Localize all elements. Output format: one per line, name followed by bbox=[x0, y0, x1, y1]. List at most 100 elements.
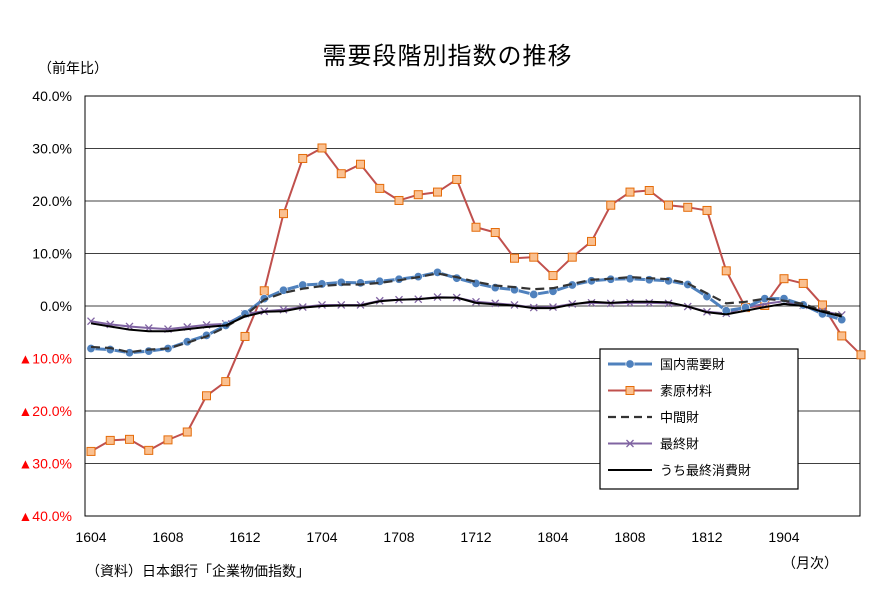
data-point bbox=[278, 285, 288, 295]
data-point bbox=[86, 446, 96, 456]
data-point bbox=[837, 315, 847, 325]
legend-label: うち最終消費財 bbox=[660, 463, 751, 479]
data-point bbox=[664, 299, 673, 308]
data-point bbox=[683, 202, 693, 212]
y-tick-label: 40.0% bbox=[32, 88, 72, 104]
data-point bbox=[625, 274, 635, 284]
data-point bbox=[336, 169, 346, 179]
data-point bbox=[645, 298, 654, 307]
data-point bbox=[587, 236, 596, 246]
legend-label: 国内需要財 bbox=[660, 357, 725, 373]
x-tick-label: 1704 bbox=[306, 529, 337, 545]
legend-label: 中間財 bbox=[660, 411, 699, 426]
x-unit-label: （月次） bbox=[782, 556, 838, 572]
series-4 bbox=[90, 296, 842, 333]
data-point bbox=[491, 299, 500, 308]
x-tick-label: 1612 bbox=[229, 529, 260, 545]
y-tick-label: ▲30.0% bbox=[18, 456, 72, 472]
legend-marker bbox=[625, 359, 635, 369]
x-tick-label: 1608 bbox=[152, 529, 183, 545]
data-point bbox=[549, 303, 557, 312]
x-tick-label: 1708 bbox=[383, 529, 414, 545]
data-point bbox=[606, 200, 616, 210]
data-point bbox=[356, 159, 365, 169]
data-point bbox=[625, 187, 635, 197]
data-point bbox=[163, 435, 173, 445]
data-point bbox=[548, 271, 558, 281]
data-point bbox=[433, 187, 442, 197]
data-point bbox=[432, 267, 442, 277]
data-point bbox=[702, 205, 712, 215]
y-tick-label: 10.0% bbox=[32, 246, 72, 262]
data-point bbox=[452, 174, 462, 184]
data-point bbox=[298, 153, 308, 163]
x-axis: 1604 1608 1612 1704 1708 1712 1804 1808 1812 1904 bbox=[75, 529, 799, 545]
data-point bbox=[144, 346, 154, 356]
y-tick-label: ▲10.0% bbox=[18, 351, 72, 367]
data-point bbox=[125, 348, 135, 358]
data-point bbox=[529, 252, 539, 262]
chart-title: 需要段階別指数の推移 bbox=[322, 42, 573, 70]
data-point bbox=[221, 377, 231, 387]
data-point bbox=[182, 427, 192, 437]
data-point bbox=[318, 300, 326, 309]
x-tick-label: 1904 bbox=[768, 529, 799, 545]
data-point bbox=[375, 183, 385, 193]
data-point bbox=[644, 186, 654, 195]
y-unit-label: （前年比） bbox=[38, 61, 108, 77]
y-tick-label: ▲20.0% bbox=[18, 403, 72, 419]
y-tick-label: 20.0% bbox=[32, 193, 72, 209]
x-tick-label: 1804 bbox=[537, 529, 568, 545]
data-point bbox=[626, 298, 634, 307]
y-tick-label: 0.0% bbox=[40, 298, 72, 314]
data-point bbox=[259, 286, 269, 296]
data-point bbox=[856, 350, 866, 360]
data-point bbox=[317, 143, 327, 153]
data-point bbox=[510, 253, 519, 263]
y-tick-label: 30.0% bbox=[32, 141, 72, 157]
series-line bbox=[90, 270, 843, 355]
data-point bbox=[86, 344, 96, 354]
data-point bbox=[779, 274, 789, 284]
data-point bbox=[529, 289, 539, 299]
data-point bbox=[818, 300, 827, 310]
data-point bbox=[202, 391, 211, 401]
data-point bbox=[105, 435, 115, 445]
series-line bbox=[90, 296, 842, 333]
data-point bbox=[663, 276, 673, 286]
legend-label: 最終財 bbox=[660, 437, 699, 453]
y-axis: 40.0% 30.0% 20.0% 10.0% 0.0% ▲10.0% ▲20.0% ▲30.… bbox=[18, 88, 72, 524]
data-point bbox=[837, 331, 847, 341]
data-point bbox=[375, 276, 385, 286]
y-tick-label: ▲40.0% bbox=[18, 508, 72, 524]
data-point bbox=[664, 200, 673, 210]
x-tick-label: 1808 bbox=[614, 529, 645, 545]
x-tick-label: 1812 bbox=[691, 529, 722, 545]
legend-label: 素原材料 bbox=[660, 385, 712, 400]
data-point bbox=[394, 195, 404, 205]
data-point bbox=[144, 445, 154, 455]
legend-marker bbox=[625, 386, 635, 395]
legend-marker bbox=[626, 439, 634, 448]
data-point bbox=[587, 298, 596, 307]
data-point bbox=[413, 190, 423, 200]
data-point bbox=[472, 297, 480, 306]
data-point bbox=[644, 275, 654, 285]
data-point bbox=[279, 209, 288, 219]
plot-frame bbox=[84, 95, 861, 517]
data-point bbox=[798, 278, 808, 288]
data-point bbox=[240, 331, 250, 341]
data-point bbox=[355, 278, 365, 288]
data-point bbox=[471, 222, 481, 232]
series-line bbox=[90, 272, 842, 354]
data-point bbox=[125, 434, 134, 444]
series-group bbox=[86, 143, 866, 456]
data-point bbox=[721, 266, 731, 276]
series-2 bbox=[90, 272, 842, 354]
source-note: （資料）日本銀行「企業物価指数」 bbox=[86, 564, 310, 580]
x-tick-label: 1604 bbox=[75, 529, 106, 545]
data-point bbox=[490, 228, 500, 237]
legend-box bbox=[599, 348, 799, 490]
